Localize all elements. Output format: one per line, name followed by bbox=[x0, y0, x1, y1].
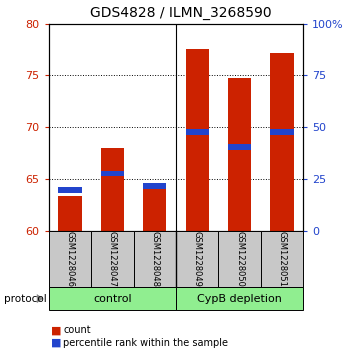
Bar bbox=[49, 231, 91, 287]
Bar bbox=[186, 49, 209, 231]
Bar bbox=[228, 78, 251, 231]
Text: ■: ■ bbox=[51, 325, 61, 335]
Bar bbox=[186, 129, 209, 135]
Bar bbox=[218, 231, 261, 287]
Bar bbox=[143, 186, 166, 231]
Text: percentile rank within the sample: percentile rank within the sample bbox=[63, 338, 228, 348]
Text: GSM1228047: GSM1228047 bbox=[108, 231, 117, 287]
Bar bbox=[91, 231, 134, 287]
Text: protocol: protocol bbox=[4, 294, 46, 303]
Text: control: control bbox=[93, 294, 132, 303]
Text: GSM1228049: GSM1228049 bbox=[193, 231, 202, 286]
Bar bbox=[270, 129, 294, 135]
Bar bbox=[228, 144, 251, 150]
Bar bbox=[58, 187, 82, 193]
Bar bbox=[58, 196, 82, 231]
Bar bbox=[176, 287, 303, 310]
Text: ■: ■ bbox=[51, 338, 61, 348]
Text: GDS4828 / ILMN_3268590: GDS4828 / ILMN_3268590 bbox=[90, 6, 271, 20]
Polygon shape bbox=[37, 294, 43, 303]
Bar bbox=[134, 231, 176, 287]
Bar bbox=[270, 53, 294, 231]
Bar bbox=[101, 148, 124, 231]
Bar bbox=[261, 231, 303, 287]
Text: GSM1228048: GSM1228048 bbox=[150, 231, 159, 287]
Bar bbox=[49, 287, 176, 310]
Text: count: count bbox=[63, 325, 91, 335]
Text: GSM1228051: GSM1228051 bbox=[278, 231, 287, 286]
Text: CypB depletion: CypB depletion bbox=[197, 294, 282, 303]
Text: GSM1228046: GSM1228046 bbox=[65, 231, 74, 287]
Bar bbox=[101, 171, 124, 176]
Bar bbox=[143, 183, 166, 189]
Bar bbox=[176, 231, 218, 287]
Text: GSM1228050: GSM1228050 bbox=[235, 231, 244, 286]
